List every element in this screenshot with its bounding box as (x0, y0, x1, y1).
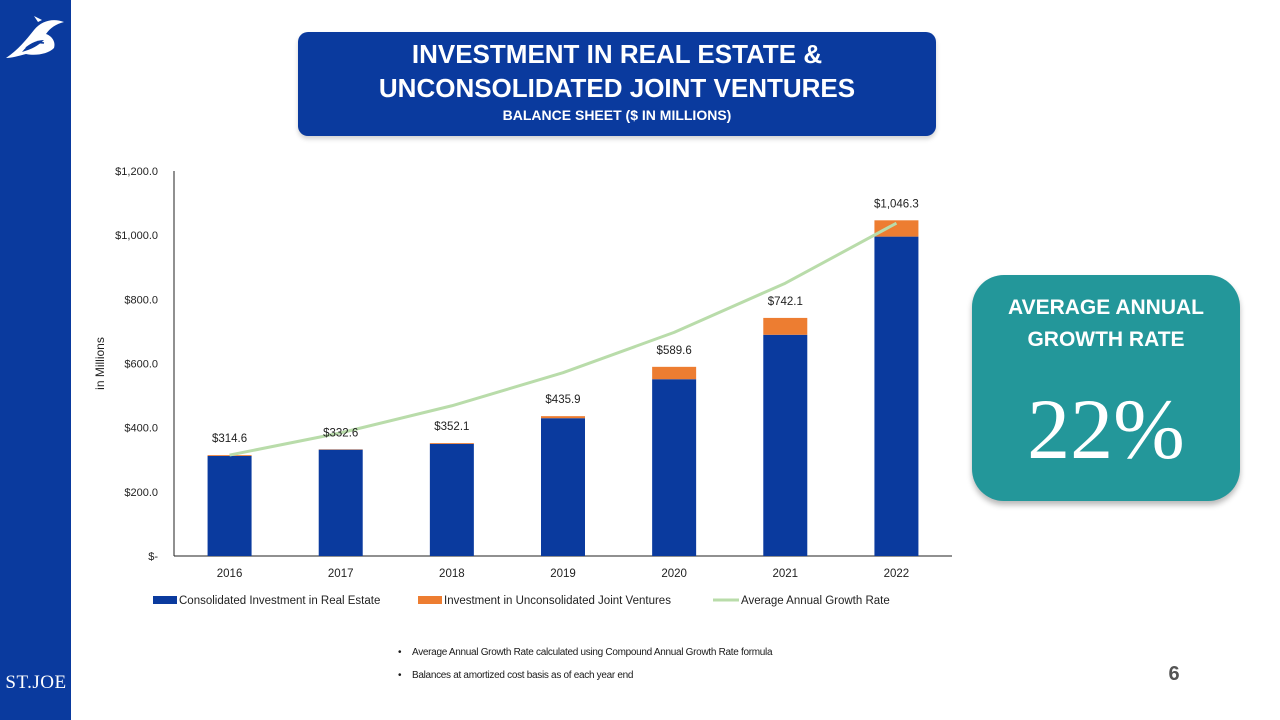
footnote: Balances at amortized cost basis as of e… (398, 669, 958, 683)
x-tick-label: 2018 (439, 568, 465, 580)
data-label-total: $1,046.3 (874, 198, 919, 210)
bird-logo-icon (6, 16, 64, 58)
bar-joint-ventures (763, 317, 808, 335)
bar-consolidated (318, 449, 363, 556)
growth-rate-line (229, 221, 898, 457)
growth-rate-label: AVERAGE ANNUAL GROWTH RATE (1007, 296, 1204, 351)
x-tick-label: 2017 (328, 568, 354, 580)
page-number: 6 (1168, 663, 1180, 685)
bar-joint-ventures (874, 220, 919, 237)
x-tick-label: 2016 (217, 568, 243, 580)
bar-joint-ventures (541, 416, 585, 419)
x-tick-label: 2019 (550, 568, 576, 580)
bar-joint-ventures (429, 443, 474, 444)
data-label-total: $589.6 (657, 345, 692, 357)
y-tick-label: $200.0 (124, 487, 158, 499)
data-label-total: $742.1 (768, 296, 803, 308)
subtitle: BALANCE SHEET ($ IN MILLIONS) (502, 107, 732, 123)
brand-mark: ST.JOE (5, 672, 67, 693)
data-label-total: $332.6 (323, 427, 358, 439)
bar-consolidated (541, 418, 585, 556)
y-axis-label: in Millions (93, 337, 107, 390)
legend-swatch (418, 596, 442, 604)
data-label-total: $314.6 (212, 433, 247, 445)
legend-swatch (153, 596, 177, 604)
data-label-total: $435.9 (545, 394, 580, 406)
bar-consolidated (429, 443, 474, 556)
bar-joint-ventures (652, 366, 697, 380)
x-tick-label: 2022 (884, 568, 910, 580)
legend-label: Consolidated Investment in Real Estate (179, 595, 380, 607)
title-box: INVESTMENT IN REAL ESTATE & UNCONSOLIDAT… (298, 32, 936, 136)
y-tick-label: $1,200.0 (115, 166, 158, 178)
title-line-2: UNCONSOLIDATED JOINT VENTURES (378, 73, 856, 103)
title-line-1: INVESTMENT IN REAL ESTATE & (411, 39, 823, 69)
growth-rate-box: AVERAGE ANNUAL GROWTH RATE 22% (972, 275, 1240, 501)
x-tick-label: 2020 (661, 568, 687, 580)
y-tick-label: $800.0 (124, 294, 158, 306)
bar-joint-ventures (207, 455, 252, 456)
y-tick-label: $1,000.0 (115, 230, 158, 242)
sidebar: ST.JOE (0, 0, 71, 720)
bar-consolidated (874, 236, 919, 556)
bar-consolidated (763, 334, 808, 556)
y-tick-label: $- (148, 551, 158, 563)
footnote: Average Annual Growth Rate calculated us… (398, 646, 958, 660)
growth-rate-value: 22% (1027, 381, 1185, 477)
footnotes: Average Annual Growth Rate calculated us… (398, 646, 958, 692)
legend-label: Average Annual Growth Rate (741, 595, 890, 607)
bar-consolidated (207, 455, 252, 556)
legend-label: Investment in Unconsolidated Joint Ventu… (444, 595, 671, 607)
x-tick-label: 2021 (772, 568, 798, 580)
y-tick-label: $600.0 (124, 359, 158, 371)
bar-consolidated (652, 379, 697, 556)
data-label-total: $352.1 (434, 421, 469, 433)
y-tick-label: $400.0 (124, 423, 158, 435)
